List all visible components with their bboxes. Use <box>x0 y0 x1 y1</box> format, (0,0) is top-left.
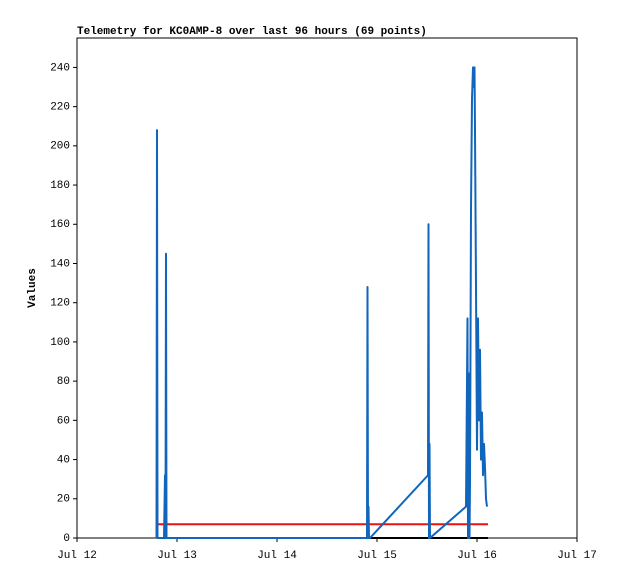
y-tick-label: 100 <box>50 337 70 349</box>
y-tick-label: 40 <box>57 454 70 466</box>
series-line <box>155 66 488 539</box>
y-tick-label: 60 <box>57 415 70 427</box>
y-tick-label: 120 <box>50 298 70 310</box>
x-tick-label: Jul 14 <box>257 550 297 562</box>
x-tick-label: Jul 12 <box>57 550 97 562</box>
y-tick-label: 80 <box>57 376 70 388</box>
x-tick-label: Jul 15 <box>357 550 397 562</box>
y-tick-label: 140 <box>50 258 70 270</box>
y-axis-label: Values <box>27 268 39 308</box>
y-tick-label: 0 <box>63 533 70 545</box>
y-tick-label: 240 <box>50 62 70 74</box>
y-tick-label: 220 <box>50 102 70 114</box>
y-tick-label: 180 <box>50 180 70 192</box>
y-tick-label: 160 <box>50 219 70 231</box>
chart-title: Telemetry for KC0AMP-8 over last 96 hour… <box>77 26 427 38</box>
y-tick-label: 200 <box>50 141 70 153</box>
x-tick-label: Jul 13 <box>157 550 197 562</box>
x-tick-label: Jul 17 <box>557 550 597 562</box>
plot-frame <box>76 37 578 539</box>
y-tick-label: 20 <box>57 494 70 506</box>
x-tick-label: Jul 16 <box>457 550 497 562</box>
